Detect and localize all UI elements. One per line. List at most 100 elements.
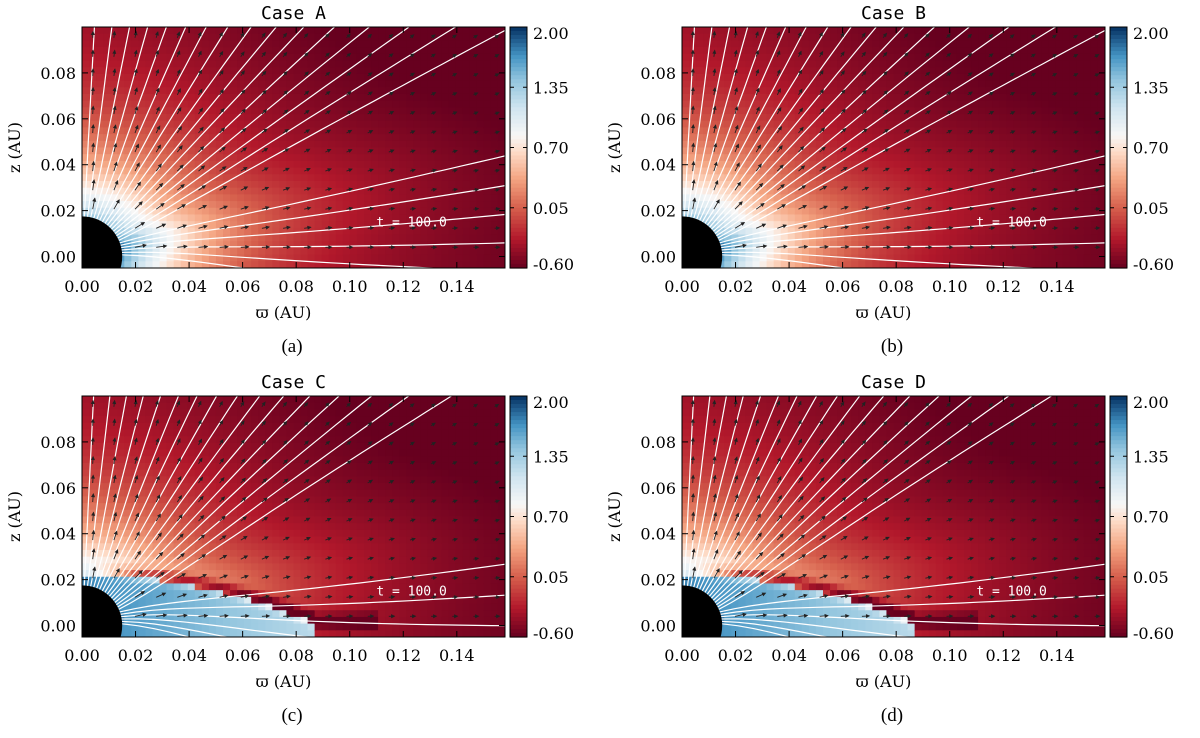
star-disk	[82, 216, 123, 268]
x-axis-label: ϖ (AU)	[256, 672, 312, 691]
y-tick-label: 0.04	[640, 525, 676, 544]
field-lines	[83, 27, 505, 268]
colorbar-tick-label: 2.00	[533, 24, 569, 43]
y-tick-label: 0.02	[40, 571, 76, 590]
x-tick-label: 0.10	[332, 646, 368, 665]
star-disk	[82, 585, 123, 637]
velocity-arrows	[690, 30, 1101, 250]
y-tick-label: 0.06	[40, 479, 76, 498]
panel-caption: (d)	[881, 705, 903, 726]
colorbar-tick-label: 0.05	[1133, 199, 1169, 218]
x-tick-label: 0.08	[878, 277, 914, 296]
field-lines	[683, 396, 1105, 637]
y-tick-label: 0.02	[40, 202, 76, 221]
time-annotation: t = 100.0	[376, 216, 446, 231]
x-tick-label: 0.02	[718, 277, 754, 296]
colorbar-tick-label: 0.70	[533, 508, 569, 527]
x-tick-label: 0.08	[278, 277, 314, 296]
colorbar-tick-label: -0.60	[533, 624, 574, 643]
colorbar-tick-label: 0.05	[533, 199, 569, 218]
y-tick-label: 0.08	[640, 433, 676, 452]
x-tick-label: 0.04	[771, 646, 807, 665]
y-tick-label: 0.00	[40, 248, 76, 267]
x-tick-label: 0.04	[171, 277, 207, 296]
y-tick-label: 0.06	[40, 110, 76, 129]
time-annotation: t = 100.0	[376, 585, 446, 600]
x-tick-label: 0.10	[932, 277, 968, 296]
y-tick-label: 0.04	[40, 525, 76, 544]
chart-svg: 0.00 0.02 0.04 0.06 0.08 0.10 0.12 0.14 0.00 0.02…	[5, 372, 574, 726]
chart-title: Case B	[861, 3, 926, 24]
colorbar	[509, 26, 528, 269]
colorbar-tick-label: 0.70	[533, 139, 569, 158]
colorbar-tick-label: -0.60	[1133, 624, 1174, 643]
colorbar-tick-label: 2.00	[1133, 393, 1169, 412]
x-tick-label: 0.12	[985, 646, 1021, 665]
chart-svg: 0.00 0.02 0.04 0.06 0.08 0.10 0.12 0.14 0.00 0.02…	[605, 372, 1174, 726]
time-annotation: t = 100.0	[976, 216, 1046, 231]
y-tick-label: 0.06	[640, 110, 676, 129]
y-tick-label: 0.08	[40, 64, 76, 83]
x-tick-label: 0.06	[225, 646, 261, 665]
chart-title: Case C	[261, 372, 326, 393]
colorbar	[509, 395, 528, 638]
y-tick-label: 0.00	[40, 617, 76, 636]
y-tick-label: 0.04	[640, 156, 676, 175]
x-tick-label: 0.10	[332, 277, 368, 296]
panel-case-b: 0.00 0.02 0.04 0.06 0.08 0.10 0.12 0.14 0.00 0.02…	[600, 0, 1200, 369]
y-axis-label: z (AU)	[5, 122, 24, 173]
colorbar-tick-label: -0.60	[1133, 255, 1174, 274]
velocity-arrows	[690, 399, 1101, 619]
x-tick-label: 0.06	[225, 277, 261, 296]
y-tick-label: 0.00	[640, 248, 676, 267]
heatmap-field	[682, 396, 1105, 637]
colorbar-tick-label: 0.05	[1133, 568, 1169, 587]
y-axis-label: z (AU)	[5, 491, 24, 542]
colorbar	[1109, 26, 1128, 269]
time-annotation: t = 100.0	[976, 585, 1046, 600]
chart-title: Case A	[261, 3, 326, 24]
y-tick-label: 0.02	[640, 202, 676, 221]
x-tick-label: 0.04	[171, 646, 207, 665]
heatmap-field	[82, 396, 505, 637]
x-tick-label: 0.04	[771, 277, 807, 296]
panel-caption: (c)	[281, 705, 302, 726]
panel-case-a: 0.00 0.02 0.04 0.06 0.08 0.10 0.12 0.14 0.00 0.02…	[0, 0, 600, 369]
panel-case-d: 0.00 0.02 0.04 0.06 0.08 0.10 0.12 0.14 0.00 0.02…	[600, 369, 1200, 738]
x-tick-label: 0.00	[664, 277, 700, 296]
velocity-arrows	[90, 30, 501, 250]
x-tick-label: 0.00	[64, 277, 100, 296]
chart-title: Case D	[861, 372, 926, 393]
colorbar-tick-label: 0.70	[1133, 508, 1169, 527]
velocity-arrows	[90, 399, 501, 619]
y-tick-label: 0.04	[40, 156, 76, 175]
heatmap-field	[682, 27, 1105, 268]
colorbar-tick-label: 2.00	[533, 393, 569, 412]
x-tick-label: 0.14	[439, 646, 475, 665]
colorbar-tick-label: -0.60	[533, 255, 574, 274]
colorbar-tick-label: 1.35	[1133, 447, 1169, 466]
heatmap-field	[82, 27, 505, 268]
chart-svg: 0.00 0.02 0.04 0.06 0.08 0.10 0.12 0.14 0.00 0.02…	[605, 3, 1174, 357]
x-tick-label: 0.14	[1039, 646, 1075, 665]
field-lines	[683, 27, 1105, 268]
colorbar-tick-label: 0.70	[1133, 139, 1169, 158]
chart-svg: 0.00 0.02 0.04 0.06 0.08 0.10 0.12 0.14 0.00 0.02…	[5, 3, 574, 357]
x-axis-label: ϖ (AU)	[856, 672, 912, 691]
x-tick-label: 0.14	[439, 277, 475, 296]
x-tick-label: 0.06	[825, 277, 861, 296]
colorbar-tick-label: 1.35	[533, 447, 569, 466]
y-tick-label: 0.02	[640, 571, 676, 590]
x-tick-label: 0.08	[878, 646, 914, 665]
y-tick-label: 0.08	[640, 64, 676, 83]
y-tick-label: 0.08	[40, 433, 76, 452]
x-axis-label: ϖ (AU)	[256, 303, 312, 322]
y-tick-label: 0.00	[640, 617, 676, 636]
x-tick-label: 0.06	[825, 646, 861, 665]
x-tick-label: 0.10	[932, 646, 968, 665]
x-tick-label: 0.00	[664, 646, 700, 665]
star-disk	[682, 585, 723, 637]
x-tick-label: 0.02	[718, 646, 754, 665]
y-tick-label: 0.06	[640, 479, 676, 498]
colorbar-tick-label: 0.05	[533, 568, 569, 587]
